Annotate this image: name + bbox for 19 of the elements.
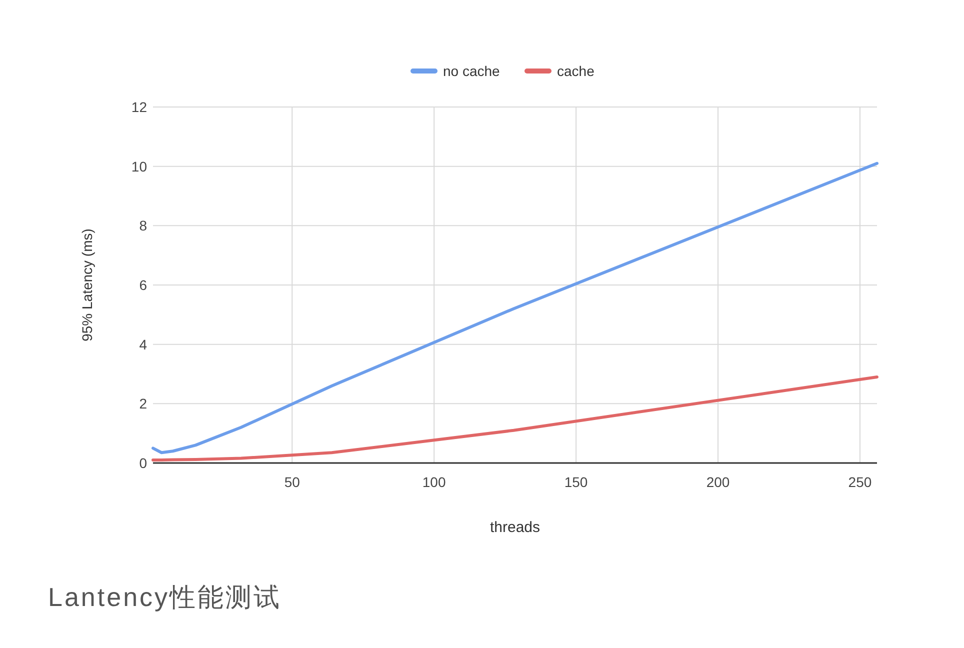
y-tick-label: 10 bbox=[131, 158, 148, 174]
x-tick-label: 100 bbox=[422, 474, 446, 490]
y-tick-label: 2 bbox=[139, 396, 148, 412]
x-tick-label: 50 bbox=[284, 474, 300, 490]
y-tick-label: 6 bbox=[139, 277, 148, 293]
y-tick-label: 8 bbox=[139, 218, 148, 234]
x-tick-label: 250 bbox=[848, 474, 872, 490]
text: Lantency性能测试 bbox=[48, 582, 282, 612]
line-series bbox=[152, 375, 878, 462]
x-axis-title: threads bbox=[490, 519, 540, 536]
x-tick-label: 150 bbox=[564, 474, 588, 490]
y-tick-label: 12 bbox=[131, 99, 148, 115]
legend-label: no cache bbox=[443, 63, 500, 79]
y-tick-label: 4 bbox=[139, 336, 148, 352]
x-tick-label: 200 bbox=[706, 474, 730, 490]
y-tick-label: 0 bbox=[139, 455, 148, 471]
legend-label: cache bbox=[557, 63, 595, 79]
y-axis-title: 95% Latency (ms) bbox=[79, 228, 95, 342]
line-series bbox=[152, 162, 878, 454]
